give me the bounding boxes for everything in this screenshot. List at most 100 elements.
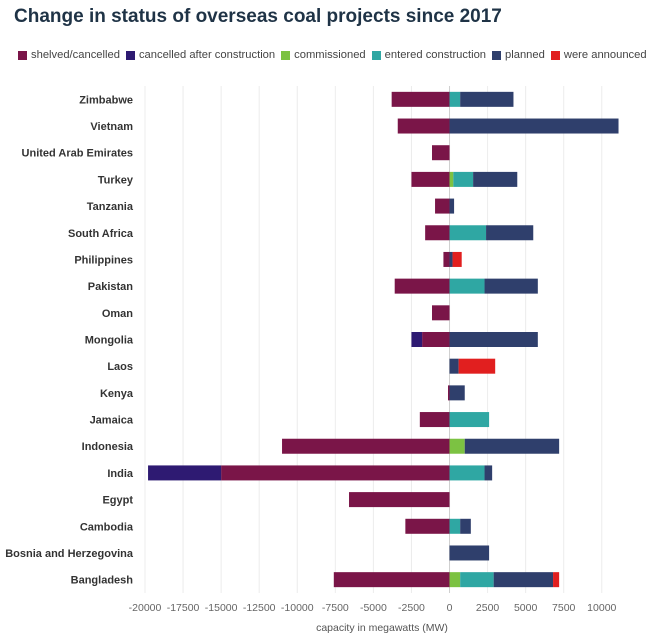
x-tick-label: 7500 (552, 602, 576, 614)
chart-legend: shelved/cancelled cancelled after constru… (18, 49, 647, 61)
legend-label: entered construction (384, 49, 487, 61)
bar-segment (486, 225, 534, 241)
bar-segment (333, 572, 450, 588)
legend-label: were announced (563, 49, 647, 61)
category-label: Turkey (98, 174, 134, 186)
category-label: South Africa (68, 228, 134, 240)
bar-segment (221, 465, 450, 481)
category-label: Vietnam (90, 121, 133, 133)
bar-segment (493, 572, 554, 588)
x-tick-label: -7500 (322, 602, 349, 614)
x-tick-label: -20000 (129, 602, 162, 614)
bar-segment (282, 438, 450, 454)
category-label: Philippines (74, 254, 133, 266)
bar-segment (458, 358, 496, 374)
bar-segment (460, 91, 514, 107)
category-label: Mongolia (85, 335, 134, 347)
category-label: Tanzania (87, 201, 134, 213)
bar-segment (460, 572, 494, 588)
bar-segment (449, 332, 538, 347)
legend-item: entered construction (371, 49, 487, 61)
bar-segment (449, 225, 487, 241)
bar-segment (449, 572, 461, 588)
legend-label: planned (505, 49, 545, 61)
category-label: Pakistan (88, 281, 134, 293)
bar-segment (425, 225, 450, 241)
bar-segment (452, 251, 462, 267)
bar-layer (148, 91, 619, 588)
x-tick-label: 5000 (514, 602, 538, 614)
x-tick-label: 10000 (587, 602, 616, 614)
category-label: Jamaica (90, 415, 134, 427)
category-label: Indonesia (82, 441, 134, 453)
category-label: Oman (102, 308, 133, 320)
x-tick-label: -5000 (360, 602, 387, 614)
bar-segment (391, 91, 450, 107)
bar-segment (447, 385, 450, 401)
legend-swatch (371, 50, 381, 60)
category-label: Zimbabwe (79, 94, 133, 106)
bar-segment (411, 171, 450, 187)
bar-segment (449, 171, 454, 187)
bar-segment (449, 251, 453, 267)
legend-swatch (125, 50, 135, 60)
legend-label: shelved/cancelled (31, 49, 120, 61)
bar-segment (435, 198, 450, 214)
bar-segment (432, 305, 450, 321)
bar-segment (432, 145, 450, 161)
bar-segment (449, 385, 465, 401)
bar-segment (473, 171, 518, 187)
bar-segment (449, 198, 455, 214)
bar-segment (453, 171, 474, 187)
legend-swatch (550, 50, 560, 60)
bar-segment (449, 545, 490, 561)
legend-item: shelved/cancelled (18, 49, 120, 61)
bar-segment (449, 278, 485, 294)
grid-layer (144, 86, 603, 593)
category-label: Cambodia (80, 521, 134, 533)
bar-segment (394, 278, 450, 294)
bar-segment (148, 465, 222, 481)
bar-segment (449, 438, 465, 454)
bar-segment (443, 251, 450, 267)
label-layer: -20000 -17500 -15000 -12500 -10000 -7500 -5000… (5, 94, 616, 614)
legend-label: commissioned (294, 49, 366, 61)
bar-segment (397, 118, 450, 134)
bar-segment (419, 412, 450, 428)
category-label: Laos (107, 361, 133, 373)
category-label: Bosnia and Herzegovina (5, 548, 134, 560)
bar-segment (553, 572, 560, 588)
bar-segment (464, 438, 560, 454)
bar-segment (411, 332, 423, 347)
legend-item: commissioned (281, 49, 366, 61)
bar-segment (449, 91, 461, 107)
category-label: Bangladesh (71, 575, 134, 587)
legend-item: were announced (550, 49, 647, 61)
x-tick-label: -10000 (281, 602, 314, 614)
category-label: India (107, 468, 134, 480)
x-tick-label: -12500 (243, 602, 276, 614)
bar-segment (422, 332, 450, 347)
legend-swatch (492, 50, 502, 60)
bar-segment (484, 465, 493, 481)
bar-segment (405, 518, 450, 534)
category-label: Kenya (100, 388, 134, 400)
bar-segment (449, 518, 461, 534)
category-label: United Arab Emirates (22, 148, 133, 160)
bar-segment (460, 518, 471, 534)
legend-label: cancelled after construction (138, 49, 276, 61)
legend-item: planned (492, 49, 545, 61)
legend-swatch (281, 50, 291, 60)
legend-item: cancelled after construction (125, 49, 276, 61)
x-tick-label: -17500 (167, 602, 200, 614)
bar-segment (449, 118, 619, 134)
legend-swatch (18, 50, 27, 60)
x-tick-label: 0 (447, 602, 453, 614)
category-label: Egypt (102, 495, 133, 507)
bar-segment (484, 278, 538, 294)
chart-title: Change in status of overseas coal projec… (14, 6, 502, 27)
x-tick-label: 2500 (476, 602, 500, 614)
bar-segment (349, 492, 450, 508)
x-tick-label: -2500 (398, 602, 425, 614)
